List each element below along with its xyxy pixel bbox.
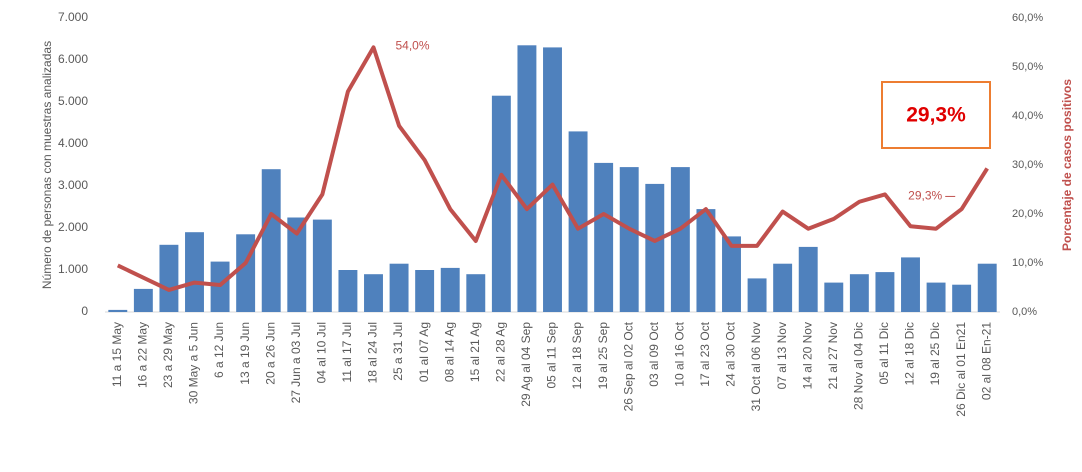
bar: [415, 270, 435, 312]
bar: [312, 219, 332, 312]
bar: [491, 95, 511, 312]
x-tick-label: 12 al 18 Dic: [903, 322, 917, 385]
bar: [338, 270, 358, 312]
x-tick-label: 12 al 18 Sep: [570, 322, 584, 390]
y-tick-label: 7.000: [58, 10, 88, 24]
x-tick-label: 16 a 22 May: [136, 322, 150, 388]
x-tick-label: 05 al 11 Sep: [545, 322, 559, 389]
x-tick-label: 25 a 31 Jul: [391, 322, 405, 381]
x-tick-label: 18 al 24 Jul: [366, 322, 380, 383]
bar: [670, 167, 690, 312]
x-tick-label: 29 Ag al 04 Sep: [519, 322, 533, 407]
bar: [977, 263, 997, 312]
y2-tick-label: 10,0%: [1012, 257, 1043, 269]
x-tick-label: 20 a 26 Jun: [263, 322, 277, 385]
x-tick-label: 24 al 30 Oct: [724, 321, 738, 386]
bar: [645, 183, 665, 312]
x-tick-label: 11 a 15 May: [110, 322, 124, 387]
y2-tick-label: 30,0%: [1012, 159, 1043, 171]
bar: [108, 309, 128, 312]
bar: [466, 274, 486, 312]
bar: [364, 274, 383, 312]
x-tick-label: 6 a 12 Jun: [212, 322, 226, 378]
x-tick-label: 11 al 17 Jul: [340, 322, 354, 383]
y2-tick-label: 60,0%: [1012, 12, 1043, 24]
bar: [824, 282, 844, 312]
x-tick-label: 26 Dic al 01 En21: [954, 322, 968, 417]
x-tick-label: 03 al 09 Oct: [647, 321, 661, 386]
bar: [722, 236, 741, 312]
x-tick-label: 13 a 19 Jun: [238, 322, 252, 385]
annotation: 54,0%: [396, 39, 430, 53]
y2-tick-label: 50,0%: [1012, 61, 1043, 73]
bar: [798, 246, 818, 312]
y2-tick-label: 0,0%: [1012, 306, 1037, 318]
bar: [287, 217, 307, 312]
bar: [926, 282, 946, 312]
y2-axis-label: Porcentaje de casos positivos: [1060, 79, 1074, 251]
bar: [185, 232, 204, 312]
bar: [875, 272, 895, 312]
bar: [901, 257, 920, 312]
x-tick-label: 14 al 20 Nov: [800, 322, 814, 389]
bar: [133, 288, 153, 312]
x-tick-label: 04 al 10 Jul: [315, 322, 329, 383]
x-tick-label: 08 al 14 Ag: [442, 322, 456, 382]
x-tick-label: 19 al 25 Dic: [928, 322, 942, 385]
y-tick-label: 2.000: [58, 220, 88, 234]
bar: [517, 45, 537, 313]
bar: [440, 267, 460, 312]
x-tick-label: 23 a 29 May: [161, 322, 175, 388]
x-tick-label: 27 Jun a 03 Jul: [289, 322, 303, 403]
highlight-text: 29,3%: [906, 104, 966, 127]
annotation: 29,3%: [908, 189, 942, 203]
bar: [952, 284, 972, 312]
x-tick-label: 10 al 16 Oct: [673, 321, 687, 386]
bar: [747, 278, 767, 312]
x-tick-label: 28 Nov al 04 Dic: [852, 322, 866, 410]
bar: [236, 234, 256, 312]
bar: [389, 263, 409, 312]
x-tick-label: 05 al 11 Dic: [877, 322, 891, 384]
y-tick-label: 4.000: [58, 136, 88, 150]
x-tick-label: 02 al 08 En-21: [979, 322, 993, 400]
y-axis-label: Número de personas con muestras analizad…: [40, 41, 54, 289]
y-tick-label: 3.000: [58, 178, 88, 192]
x-tick-label: 01 al 07 Ag: [417, 322, 431, 382]
y2-tick-label: 20,0%: [1012, 208, 1043, 220]
bar: [159, 244, 179, 312]
y-tick-label: 0: [81, 304, 88, 318]
x-tick-label: 19 al 25 Sep: [596, 322, 610, 390]
line: [116, 45, 989, 292]
x-tick-label: 26 Sep al 02 Oct: [621, 321, 635, 411]
y-tick-label: 5.000: [58, 94, 88, 108]
bar: [773, 263, 793, 312]
y2-tick-label: 40,0%: [1012, 110, 1043, 122]
x-tick-label: 15 al 21 Ag: [468, 322, 482, 382]
x-tick-label: 22 al 28 Ag: [494, 322, 508, 382]
y-tick-label: 6.000: [58, 52, 88, 66]
bar: [696, 209, 716, 312]
x-tick-label: 21 al 27 Nov: [826, 322, 840, 389]
x-tick-label: 17 al 23 Oct: [698, 321, 712, 386]
bar: [594, 162, 614, 312]
bar: [543, 47, 562, 313]
bar: [568, 131, 588, 312]
x-tick-label: 07 al 13 Nov: [775, 322, 789, 389]
x-tick-label: 30 May a 5 Jun: [187, 322, 201, 404]
bar: [619, 167, 639, 312]
highlight-box: [881, 81, 991, 149]
x-tick-label: 31 Oct al 06 Nov: [749, 322, 763, 411]
bar: [261, 169, 281, 312]
y-tick-label: 1.000: [58, 262, 88, 276]
bar: [849, 274, 869, 312]
